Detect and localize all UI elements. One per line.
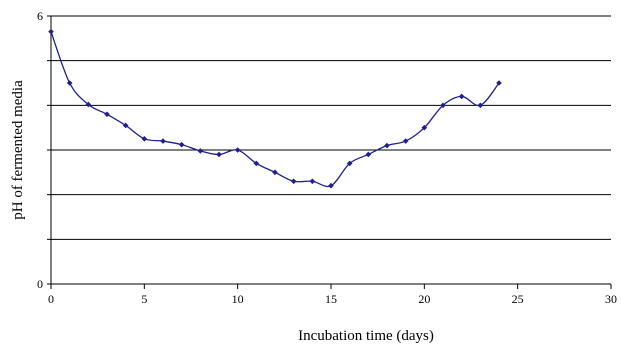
data-point-13 <box>290 178 297 185</box>
data-point-20 <box>421 124 428 131</box>
gridlines <box>51 15 611 240</box>
data-point-3 <box>104 111 110 118</box>
axes <box>47 15 612 289</box>
data-point-15 <box>328 182 334 189</box>
data-point-8 <box>197 148 204 154</box>
data-point-4 <box>122 122 129 129</box>
x-tick-label-20: 20 <box>418 292 430 306</box>
x-tick-label-10: 10 <box>232 292 244 306</box>
x-tick-label-25: 25 <box>512 292 524 306</box>
data-point-0 <box>48 28 54 35</box>
data-point-17 <box>365 151 372 158</box>
y-tick-label-0: 0 <box>37 277 43 291</box>
data-point-1 <box>66 80 73 86</box>
data-point-24 <box>496 80 502 86</box>
x-tick-label-30: 30 <box>605 292 617 306</box>
data-point-21 <box>440 102 446 109</box>
y-tick-label-6: 6 <box>37 9 43 23</box>
data-point-23 <box>477 102 484 109</box>
data-point-18 <box>384 142 390 149</box>
data-point-11 <box>253 160 260 167</box>
x-axis-title: Incubation time (days) <box>298 328 434 344</box>
data-point-22 <box>458 93 465 100</box>
data-point-10 <box>234 147 241 153</box>
data-point-9 <box>216 151 222 158</box>
data-point-2 <box>85 101 92 108</box>
data-point-12 <box>272 169 278 176</box>
y-axis-title: pH of fermented media <box>10 80 26 220</box>
data-point-19 <box>402 138 409 144</box>
data-point-7 <box>178 141 185 148</box>
tick-labels: 0 5 10 15 20 25 30 0 6 <box>37 9 617 306</box>
data-point-14 <box>309 178 316 185</box>
x-tick-label-5: 5 <box>141 292 147 306</box>
data-point-5 <box>141 136 148 142</box>
data-point-16 <box>346 160 353 167</box>
x-tick-label-15: 15 <box>325 292 337 306</box>
data-point-6 <box>160 138 166 144</box>
x-tick-label-0: 0 <box>48 292 54 306</box>
series-line-0 <box>50 31 500 188</box>
series <box>48 28 502 189</box>
